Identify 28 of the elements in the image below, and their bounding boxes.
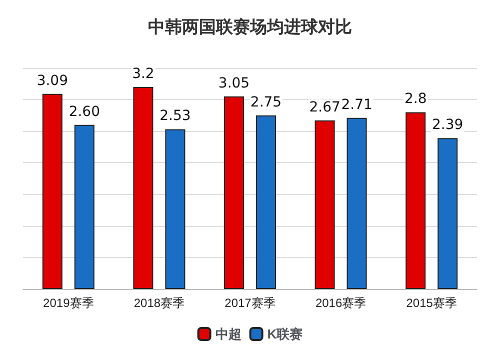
chart-title: 中韩两国联赛场均进球对比 [148, 18, 352, 38]
bar [42, 94, 62, 289]
x-tick-label: 2018赛季 [134, 296, 185, 310]
bar [346, 118, 367, 289]
bar [133, 86, 154, 289]
bar [314, 120, 335, 289]
data-label: 3.2 [132, 66, 154, 82]
data-label: 2.60 [68, 104, 100, 120]
bar [165, 129, 186, 289]
x-tick-label: 2019赛季 [43, 296, 94, 310]
data-label: 2.53 [160, 108, 191, 124]
data-label: 2.8 [404, 91, 427, 108]
bar [438, 138, 458, 289]
bar [74, 124, 94, 289]
data-label: 2.67 [309, 99, 340, 116]
x-tick-label: 2015赛季 [406, 296, 457, 310]
x-tick-label: 2017赛季 [224, 296, 276, 310]
data-label: 2.75 [250, 94, 282, 110]
data-label: 3.05 [218, 75, 250, 92]
legend-label: 中超 [215, 326, 242, 342]
bar [406, 112, 426, 289]
data-label: 2.71 [341, 96, 372, 113]
bar [224, 96, 244, 289]
legend-label: K联赛 [267, 326, 303, 342]
data-label: 2.39 [432, 117, 464, 134]
bar [256, 115, 276, 289]
x-tick-label: 2016赛季 [315, 296, 366, 310]
data-label: 3.09 [36, 72, 68, 89]
